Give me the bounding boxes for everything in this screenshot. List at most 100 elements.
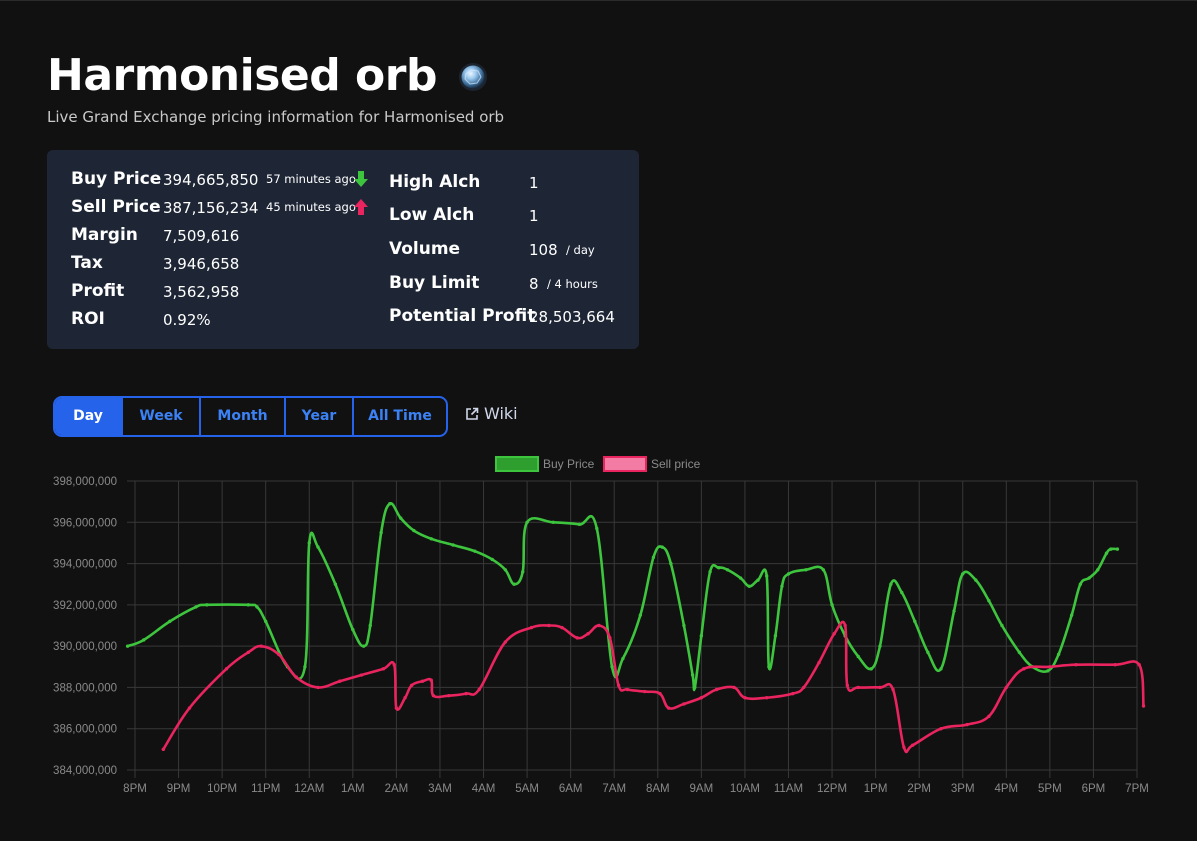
tab-month[interactable]: Month (201, 398, 286, 435)
buy-price-point (786, 572, 791, 576)
sell-price-point (359, 673, 364, 677)
sell-price-updated: 45 minutes ago (266, 200, 356, 214)
sell-price-point (277, 652, 281, 657)
buy-price-point (451, 543, 455, 547)
volume-label: Volume (389, 239, 461, 259)
sell-price-legend-label: Sell price (651, 457, 701, 471)
buy-price-point (621, 656, 625, 661)
buy-price-point (525, 520, 529, 524)
sell-price-point (965, 722, 969, 727)
buy-price-point (804, 568, 808, 572)
x-tick-label: 8PM (123, 783, 147, 795)
tax-label: Tax (71, 253, 103, 273)
title-row: Harmonised orb (47, 48, 489, 104)
sell-price-point (409, 683, 414, 688)
buy-price-point (1045, 669, 1050, 673)
harmonised-orb-icon (458, 63, 487, 91)
buy-price-point (1056, 652, 1061, 657)
buy-price-point (738, 576, 743, 580)
sell-price-legend-swatch (603, 456, 647, 472)
sell-price-point (743, 696, 747, 700)
sell-price-point (560, 625, 564, 630)
sell-price-point (477, 687, 481, 692)
buy-price-point (362, 644, 366, 648)
margin-value: 7,509,616 (163, 227, 240, 245)
sell-price-point (446, 693, 451, 698)
y-tick-label: 394,000,000 (53, 559, 117, 571)
sell-price-point (1141, 704, 1146, 708)
buy-price-point (388, 502, 392, 506)
x-tick-label: 3AM (428, 783, 452, 795)
sell-price-value: 387,156,234 (163, 199, 259, 217)
wiki-link[interactable]: Wiki (465, 404, 518, 423)
buy-price-point (1104, 551, 1109, 555)
buy-price-point (913, 619, 917, 624)
wiki-link-label: Wiki (484, 404, 518, 423)
sell-price-point (586, 632, 590, 636)
x-tick-label: 5AM (515, 783, 539, 795)
x-tick-label: 9PM (167, 783, 191, 795)
y-tick-label: 398,000,000 (53, 476, 117, 488)
tab-all-time[interactable]: All Time (368, 408, 432, 424)
external-link-icon (466, 407, 479, 420)
buy-price-point (1078, 582, 1083, 586)
sell-price-point (294, 675, 298, 679)
margin-label: Margin (71, 225, 138, 245)
buy-price-point (303, 665, 307, 669)
sell-price-point (802, 685, 806, 690)
price-stats-panel: Buy Price 394,665,850 57 minutes ago Sel… (47, 150, 639, 349)
buy-price-point (255, 605, 259, 609)
y-tick-label: 396,000,000 (53, 517, 117, 529)
buy-price-label: Buy Price (71, 169, 162, 189)
sell-price-point (845, 683, 849, 688)
buy-price-point (168, 619, 172, 624)
buy-price-point (939, 667, 943, 671)
sell-price-point (259, 644, 264, 648)
x-tick-label: 1AM (341, 783, 365, 795)
sell-price-point (843, 623, 847, 628)
sell-price-point (939, 727, 943, 731)
buy-price-point (756, 578, 760, 582)
buy-price-point (773, 634, 778, 638)
buy-price-point (399, 516, 403, 520)
sell-price-point (878, 685, 882, 690)
sell-price-point (764, 696, 769, 700)
buy-price-point (595, 526, 599, 531)
buy-price-point (961, 572, 965, 576)
tab-day[interactable]: Day (55, 398, 123, 435)
sell-price-point (403, 696, 407, 700)
profit-value: 3,562,958 (163, 283, 240, 301)
buy-price-point (690, 673, 695, 677)
buy-price-legend-swatch (495, 456, 539, 472)
buy-price-point (412, 528, 416, 533)
buy-price-point (512, 582, 516, 586)
sell-price-point (394, 706, 399, 710)
x-tick-label: 2AM (385, 783, 409, 795)
buy-price-point (693, 685, 697, 690)
sell-price-point (187, 706, 192, 710)
buy-price-point (307, 541, 311, 545)
roi-value: 0.92% (163, 311, 211, 329)
sell-price-point (161, 747, 166, 752)
sell-price-point (547, 623, 551, 628)
high-alch-value: 1 (529, 174, 539, 192)
buy-price-point (246, 603, 250, 607)
buy-price-point (142, 638, 146, 642)
tab-year[interactable]: Year (286, 398, 354, 435)
buy-price-point (830, 603, 834, 607)
buy-price-point (660, 545, 664, 549)
x-tick-label: 5PM (1038, 783, 1062, 795)
buy-price-point (1109, 547, 1113, 551)
volume-unit: / day (566, 243, 595, 257)
y-tick-label: 384,000,000 (53, 765, 117, 777)
buy-price-point (473, 549, 477, 553)
sell-price-point (732, 685, 736, 690)
buy-price-point (900, 590, 904, 595)
sell-price-point (316, 685, 320, 690)
x-tick-label: 3PM (951, 783, 975, 795)
sell-price-point (891, 687, 895, 692)
sell-price-point (643, 689, 647, 694)
buy-price-point (878, 644, 882, 648)
tab-week[interactable]: Week (123, 398, 201, 435)
buy-price-point (490, 557, 494, 562)
